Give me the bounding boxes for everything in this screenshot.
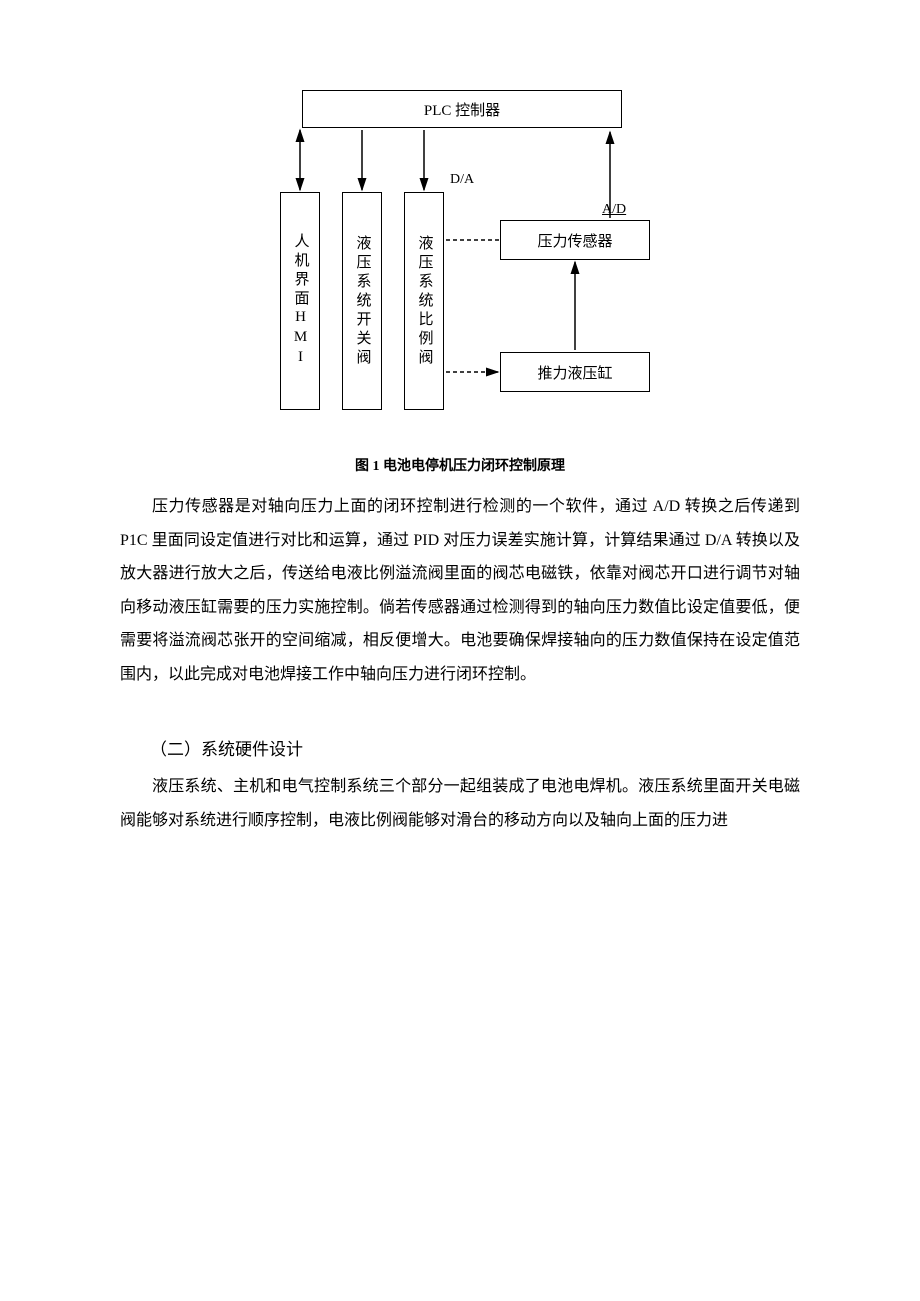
section-heading-2: （二）系统硬件设计 xyxy=(150,735,303,760)
label-da: D/A xyxy=(450,172,474,188)
node-sensor: 压力传感器 xyxy=(500,220,650,260)
paragraph-2: 液压系统、主机和电气控制系统三个部分一起组装成了电池电焊机。液压系统里面开关电磁… xyxy=(120,770,800,837)
node-switch-valve: 液压系统开关阀 xyxy=(342,192,382,410)
node-plc: PLC 控制器 xyxy=(302,90,622,128)
node-cylinder: 推力液压缸 xyxy=(500,352,650,392)
node-prop-valve: 液压系统比例阀 xyxy=(404,192,444,410)
figure-caption: 图 1 电池电停机压力闭环控制原理 xyxy=(0,455,920,475)
label-ad: A/D xyxy=(602,202,626,218)
node-hmi: 人机界面HMI xyxy=(280,192,320,410)
control-diagram: PLC 控制器 人机界面HMI 液压系统开关阀 液压系统比例阀 压力传感器 推力… xyxy=(280,90,680,425)
paragraph-1: 压力传感器是对轴向压力上面的闭环控制进行检测的一个软件，通过 A/D 转换之后传… xyxy=(120,490,800,692)
